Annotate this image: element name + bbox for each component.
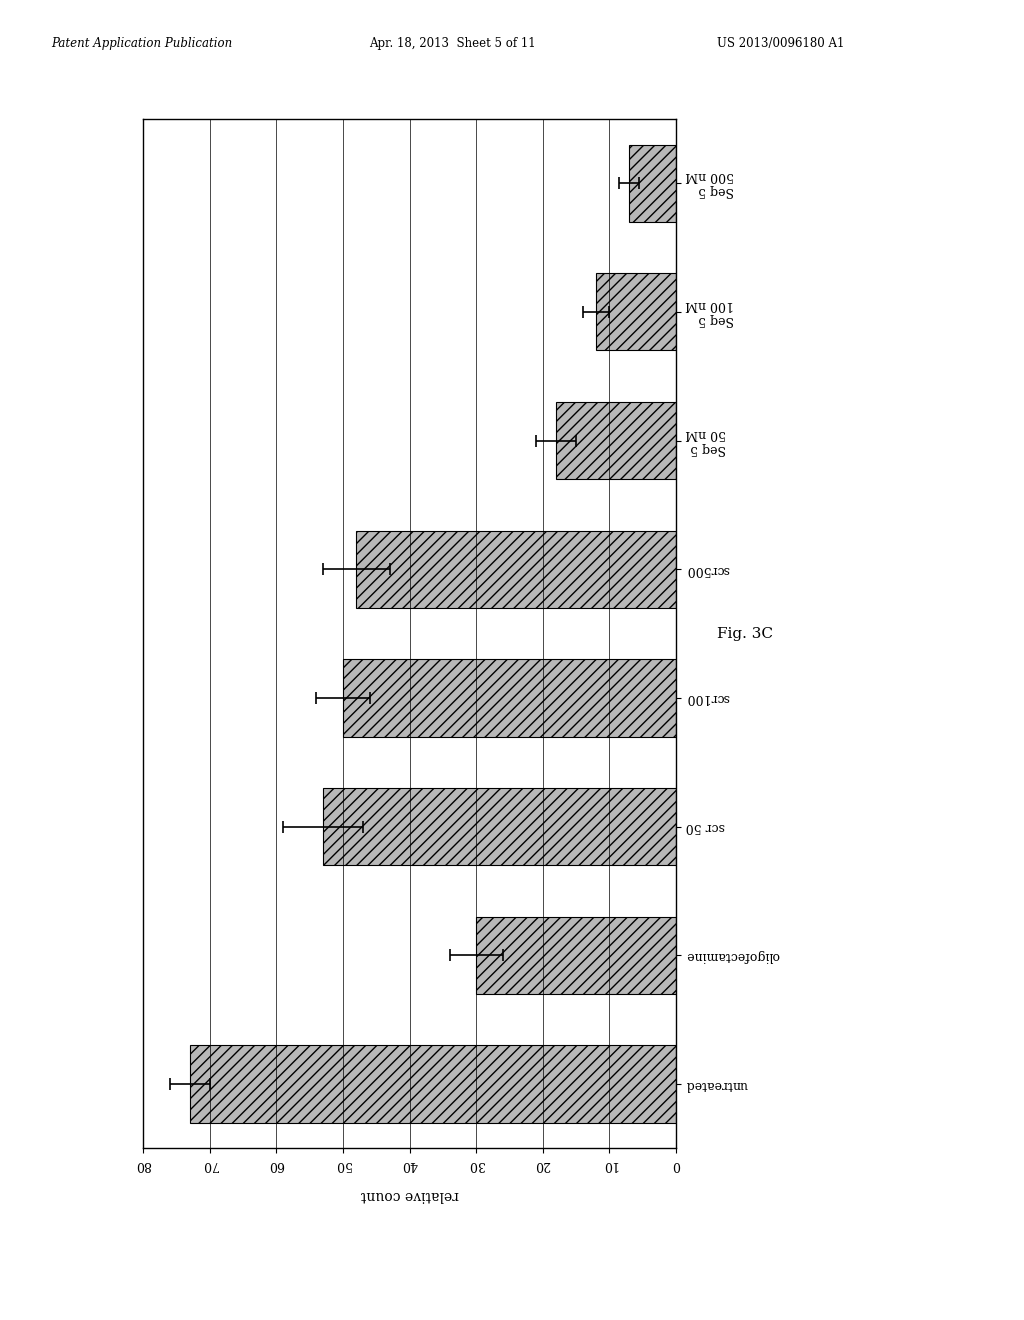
Bar xyxy=(476,916,676,994)
Bar xyxy=(190,1045,676,1122)
Bar xyxy=(596,273,676,350)
Bar xyxy=(324,788,676,866)
Text: US 2013/0096180 A1: US 2013/0096180 A1 xyxy=(717,37,844,50)
Bar xyxy=(556,401,676,479)
Bar xyxy=(343,659,676,737)
Text: Fig. 3C: Fig. 3C xyxy=(717,627,773,640)
Bar xyxy=(356,531,676,607)
Text: Apr. 18, 2013  Sheet 5 of 11: Apr. 18, 2013 Sheet 5 of 11 xyxy=(369,37,536,50)
Bar xyxy=(629,144,676,222)
X-axis label: relative count: relative count xyxy=(360,1188,459,1201)
Text: Patent Application Publication: Patent Application Publication xyxy=(51,37,232,50)
